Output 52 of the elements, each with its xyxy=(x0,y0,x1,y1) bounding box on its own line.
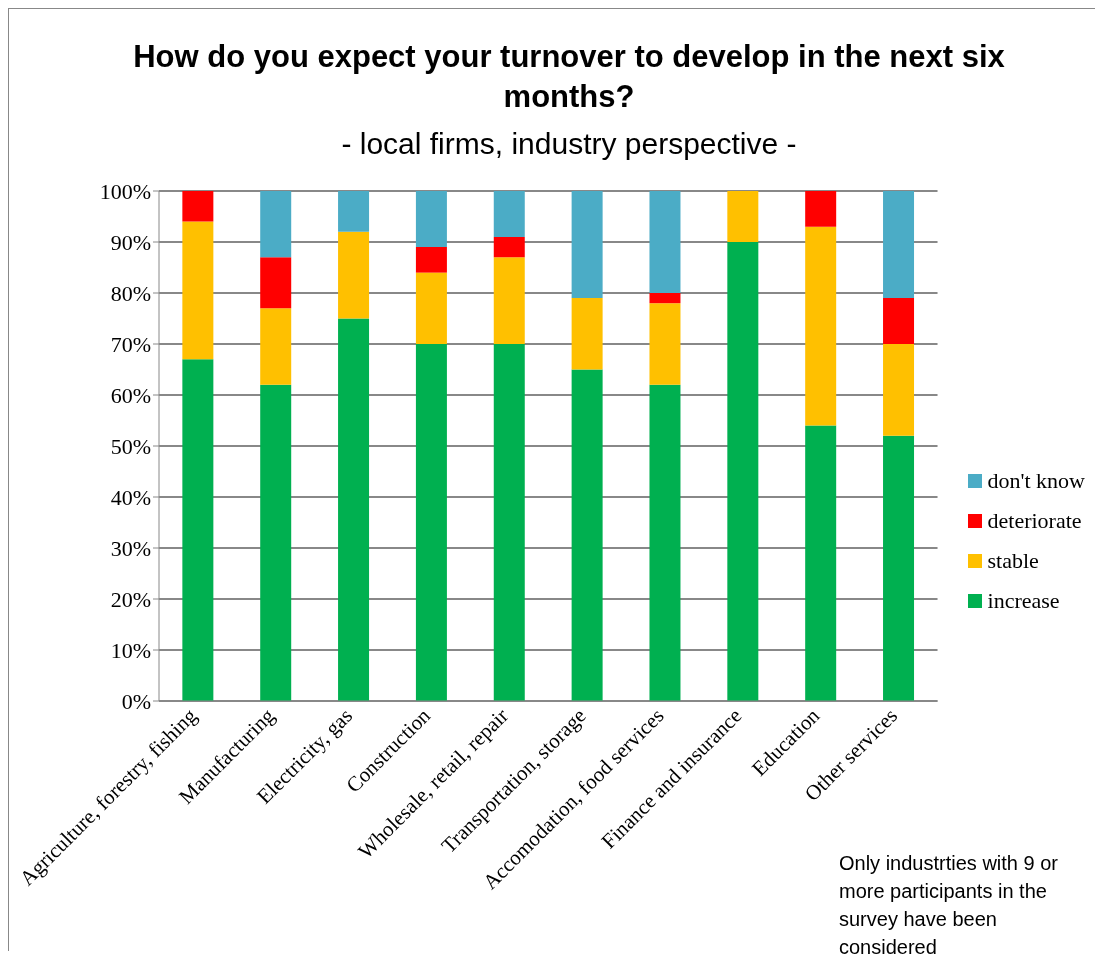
bar xyxy=(338,191,370,232)
bar xyxy=(727,191,759,242)
y-tick-label: 10% xyxy=(110,637,151,663)
y-tick-label: 20% xyxy=(110,586,151,612)
bar xyxy=(649,191,681,293)
y-tick-label: 30% xyxy=(110,535,151,561)
text: Only industrties with 9 or more participants in the survey have been considered xyxy=(839,851,1059,958)
bar xyxy=(415,272,447,344)
legend-label: deteriorate xyxy=(987,508,1082,534)
legend-label: don't know xyxy=(987,468,1085,494)
bar xyxy=(338,318,370,701)
bar xyxy=(260,308,292,385)
bar xyxy=(571,191,603,299)
bar xyxy=(338,231,370,319)
y-tick-label: 40% xyxy=(110,484,151,510)
bar xyxy=(415,191,447,248)
y-tick-label: 100% xyxy=(99,178,151,204)
bar xyxy=(182,221,214,360)
bar xyxy=(415,247,447,273)
y-tick-label: 80% xyxy=(110,280,151,306)
legend-label: stable xyxy=(987,548,1039,574)
bar xyxy=(571,369,603,701)
bar xyxy=(260,384,292,701)
bar xyxy=(805,425,837,701)
bar xyxy=(649,303,681,385)
bar xyxy=(883,435,915,701)
bar xyxy=(883,298,915,344)
bar xyxy=(493,344,525,701)
bar xyxy=(649,293,681,304)
bar xyxy=(727,242,759,701)
y-tick-label: 60% xyxy=(110,382,151,408)
bar xyxy=(805,191,837,227)
bar xyxy=(571,298,603,370)
bar xyxy=(493,236,525,258)
y-tick-label: 50% xyxy=(110,433,151,459)
bar xyxy=(883,344,915,436)
bar xyxy=(260,257,292,309)
chart-subtitle: - local firms, industry perspective - xyxy=(340,127,798,161)
bar xyxy=(883,191,915,299)
y-tick-label: 0% xyxy=(121,688,151,714)
legend-label: increase xyxy=(987,588,1060,614)
bar xyxy=(493,191,525,237)
bar xyxy=(649,384,681,701)
chart-title: How do you expect your turnover to develop in the next six months? xyxy=(132,38,1006,116)
bar xyxy=(260,191,292,258)
bar xyxy=(493,257,525,344)
y-tick-label: 90% xyxy=(110,229,151,255)
bar xyxy=(182,359,214,701)
bar xyxy=(182,191,214,222)
bar xyxy=(415,344,447,701)
y-tick-label: 70% xyxy=(110,331,151,357)
bar xyxy=(805,226,837,426)
